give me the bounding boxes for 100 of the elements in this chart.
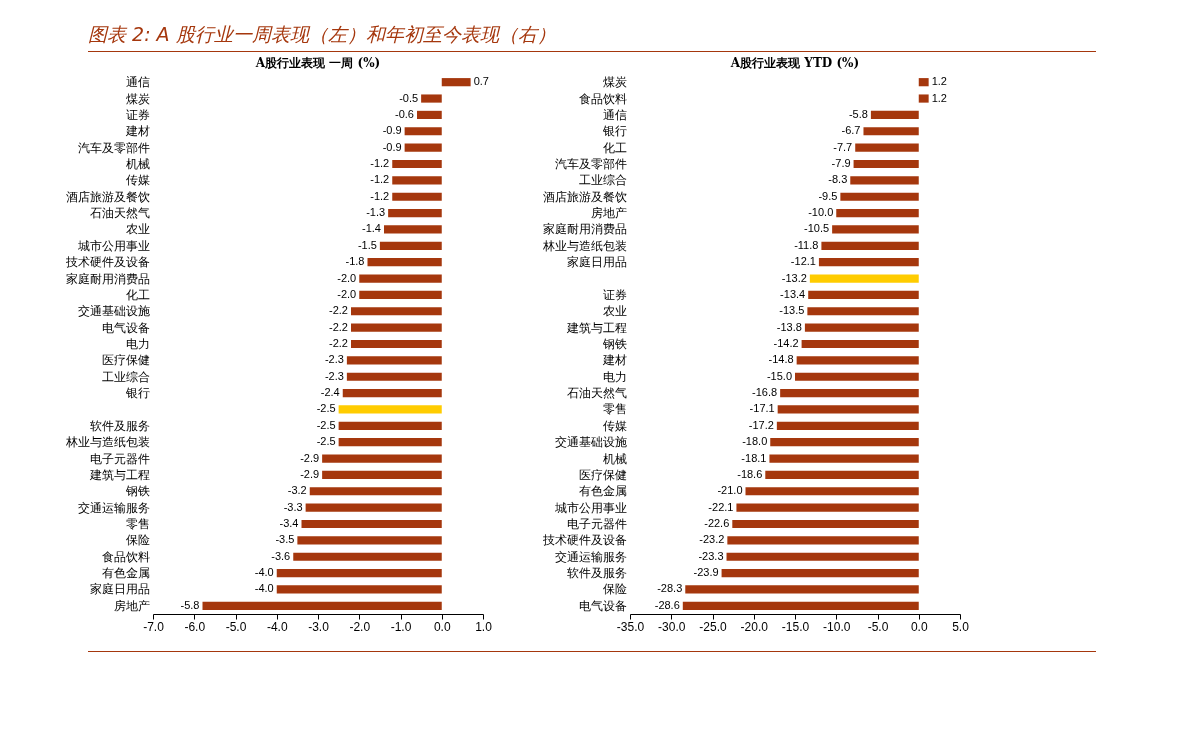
x-tick-label: -1.0	[390, 619, 412, 634]
text: 图表 2: A 股行业一周表现（左）和年初至今表现（右）	[88, 22, 1096, 52]
x-tick-label: 0.0	[433, 619, 451, 634]
y-tick-label: 交通基础设施	[77, 304, 150, 319]
y-tick-label: 电力	[125, 337, 150, 351]
x-tick-label: -2.0	[349, 619, 371, 634]
data-label: -13.2	[781, 271, 807, 284]
data-label: -11.8	[794, 238, 819, 251]
data-label: -21.0	[717, 484, 743, 497]
y-tick-label: 银行	[124, 386, 150, 401]
y-tick-label: 农业	[602, 304, 627, 319]
data-label: -1.2	[370, 173, 390, 186]
y-tick-label: 软件及服务	[566, 566, 627, 581]
data-label: -28.6	[654, 598, 680, 611]
data-label: -14.8	[768, 353, 794, 366]
data-label: -5.8	[180, 598, 200, 611]
y-tick-label: 有色金属	[101, 566, 150, 581]
x-tick-label: 5.0	[952, 619, 970, 634]
y-tick-label: 建筑与工程	[88, 467, 150, 482]
data-label: -2.4	[320, 386, 340, 399]
data-label: -7.7	[833, 140, 853, 153]
y-tick-label: 电气设备	[101, 320, 150, 335]
y-tick-label: 技术硬件及设备	[64, 255, 150, 270]
y-tick-label: 医疗保健	[578, 467, 627, 482]
data-label: -9.5	[818, 189, 838, 202]
y-tick-label: 家庭日用品	[566, 255, 627, 270]
data-label: -18.0	[742, 435, 768, 448]
x-tick-label: 0.0	[910, 619, 928, 634]
y-tick-label: 房地产	[113, 598, 150, 613]
data-label: -0.9	[382, 140, 402, 153]
data-label: -23.9	[693, 566, 719, 579]
y-tick-label: 建筑与工程	[565, 320, 627, 335]
data-label: -18.6	[737, 467, 763, 480]
y-tick-label: 软件及服务	[89, 418, 150, 433]
y-tick-label: 石油天然气	[566, 386, 627, 401]
data-label: -2.0	[337, 271, 357, 284]
data-label: -22.1	[708, 500, 734, 513]
data-label: -10.0	[808, 206, 834, 219]
data-label: -2.0	[337, 287, 357, 300]
y-tick-label: 交通运输服务	[77, 500, 150, 515]
y-tick-label: 建材	[601, 353, 627, 368]
y-tick-label: 钢铁	[124, 484, 150, 499]
y-tick-label: 汽车及零部件	[77, 140, 150, 155]
data-label: -28.3	[657, 582, 683, 595]
data-label: -4.0	[254, 566, 274, 579]
data-label: -23.3	[698, 549, 724, 562]
data-label: -14.2	[773, 337, 799, 349]
data-label: -1.4	[362, 222, 381, 235]
y-tick-label: 化工	[602, 140, 627, 155]
y-tick-label: 家庭日用品	[89, 582, 150, 597]
chart-title: A股行业表现 YTD (%)	[729, 56, 860, 70]
data-label: -2.5	[316, 402, 336, 415]
data-label: -1.5	[357, 238, 377, 251]
data-label: -10.5	[804, 222, 830, 235]
x-tick-label: -4.0	[266, 619, 288, 634]
y-tick-label: 化工	[125, 287, 150, 302]
data-label: -13.5	[779, 304, 805, 317]
y-tick-label: 保险	[125, 533, 150, 548]
y-tick-label: 证券	[125, 107, 150, 122]
y-tick-label: 电子元器件	[566, 517, 627, 531]
x-tick-label: -6.0	[184, 619, 206, 634]
y-tick-label: 家庭耐用消费品	[542, 222, 627, 237]
x-tick-label: -3.0	[308, 619, 330, 634]
y-tick-label: 建材	[124, 124, 150, 139]
y-tick-label: 工业综合	[578, 173, 627, 188]
data-label: -1.2	[370, 189, 390, 202]
data-label: -4.0	[254, 582, 274, 595]
y-tick-label: 交通基础设施	[554, 435, 627, 450]
y-tick-label: 煤炭	[125, 91, 150, 106]
y-tick-label: 酒店旅游及餐饮	[542, 189, 627, 204]
y-tick-label: 房地产	[590, 206, 627, 221]
x-tick-label: -15.0	[781, 619, 810, 634]
y-tick-label: 城市公用事业	[553, 500, 627, 515]
data-label: -13.4	[780, 287, 806, 300]
data-label: -1.2	[370, 157, 390, 169]
data-label: -1.8	[345, 255, 365, 268]
y-tick-label: 家庭耐用消费品	[65, 271, 150, 286]
y-tick-label: 煤炭	[602, 75, 627, 90]
x-tick-label: -10.0	[823, 619, 851, 634]
x-tick-label: -20.0	[740, 619, 769, 634]
data-label: -22.6	[704, 517, 730, 529]
data-label: -2.9	[300, 451, 320, 464]
data-label: -16.8	[752, 386, 778, 399]
y-tick-label: 传媒	[602, 418, 627, 433]
data-label: -0.9	[382, 124, 402, 137]
y-tick-label: 有色金属	[578, 484, 627, 499]
y-tick-label: 钢铁	[601, 337, 627, 351]
data-label: -1.3	[366, 206, 386, 219]
data-label: -3.5	[275, 533, 295, 546]
data-label: -2.5	[316, 418, 336, 431]
data-label: -5.8	[848, 107, 868, 120]
data-label: 0.7	[473, 75, 489, 88]
data-label: 1.2	[931, 91, 947, 104]
y-tick-label: 电力	[602, 369, 627, 384]
y-tick-label: 食品饮料	[101, 549, 150, 564]
y-tick-label: 通信	[602, 107, 627, 122]
y-tick-label: 城市公用事业	[76, 238, 150, 253]
data-label: -17.2	[748, 418, 774, 431]
data-label: -6.7	[841, 124, 861, 137]
y-tick-label: 电子元器件	[89, 451, 150, 466]
